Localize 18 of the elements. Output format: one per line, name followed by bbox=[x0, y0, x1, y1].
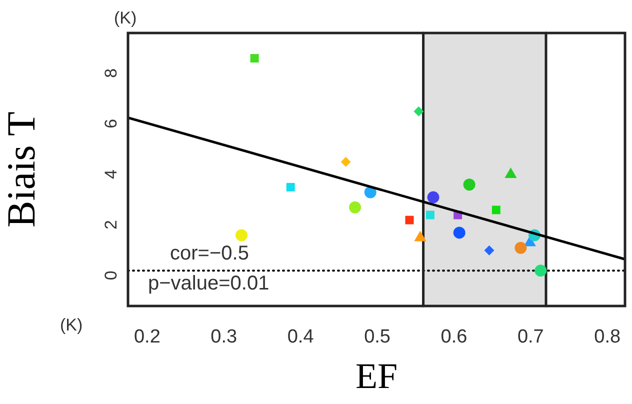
text: (K) bbox=[114, 8, 137, 28]
x-tick-label: 0.4 bbox=[287, 326, 314, 348]
y-tick-label: 4 bbox=[102, 170, 121, 179]
annotation: p−value=0.01 bbox=[148, 272, 270, 295]
x-tick-label: 0.3 bbox=[210, 326, 238, 348]
annotation: cor=−0.5 bbox=[170, 242, 249, 265]
y-tick-label: 0 bbox=[102, 270, 121, 280]
y-axis-title: Biais T bbox=[0, 112, 44, 228]
y-tick-label: 6 bbox=[102, 118, 121, 128]
x-tick-label: 0.5 bbox=[364, 326, 390, 348]
x-tick-label: 0.6 bbox=[440, 326, 468, 348]
y-tick-label: 8 bbox=[102, 68, 121, 78]
x-tick-label: 0.7 bbox=[517, 326, 544, 348]
x-tick-label: 0.2 bbox=[134, 326, 160, 348]
y-tick-label: 2 bbox=[102, 220, 121, 230]
text: (K) bbox=[60, 316, 83, 335]
x-tick-label: 0.8 bbox=[594, 326, 621, 348]
x-axis-title: EF bbox=[355, 356, 398, 396]
